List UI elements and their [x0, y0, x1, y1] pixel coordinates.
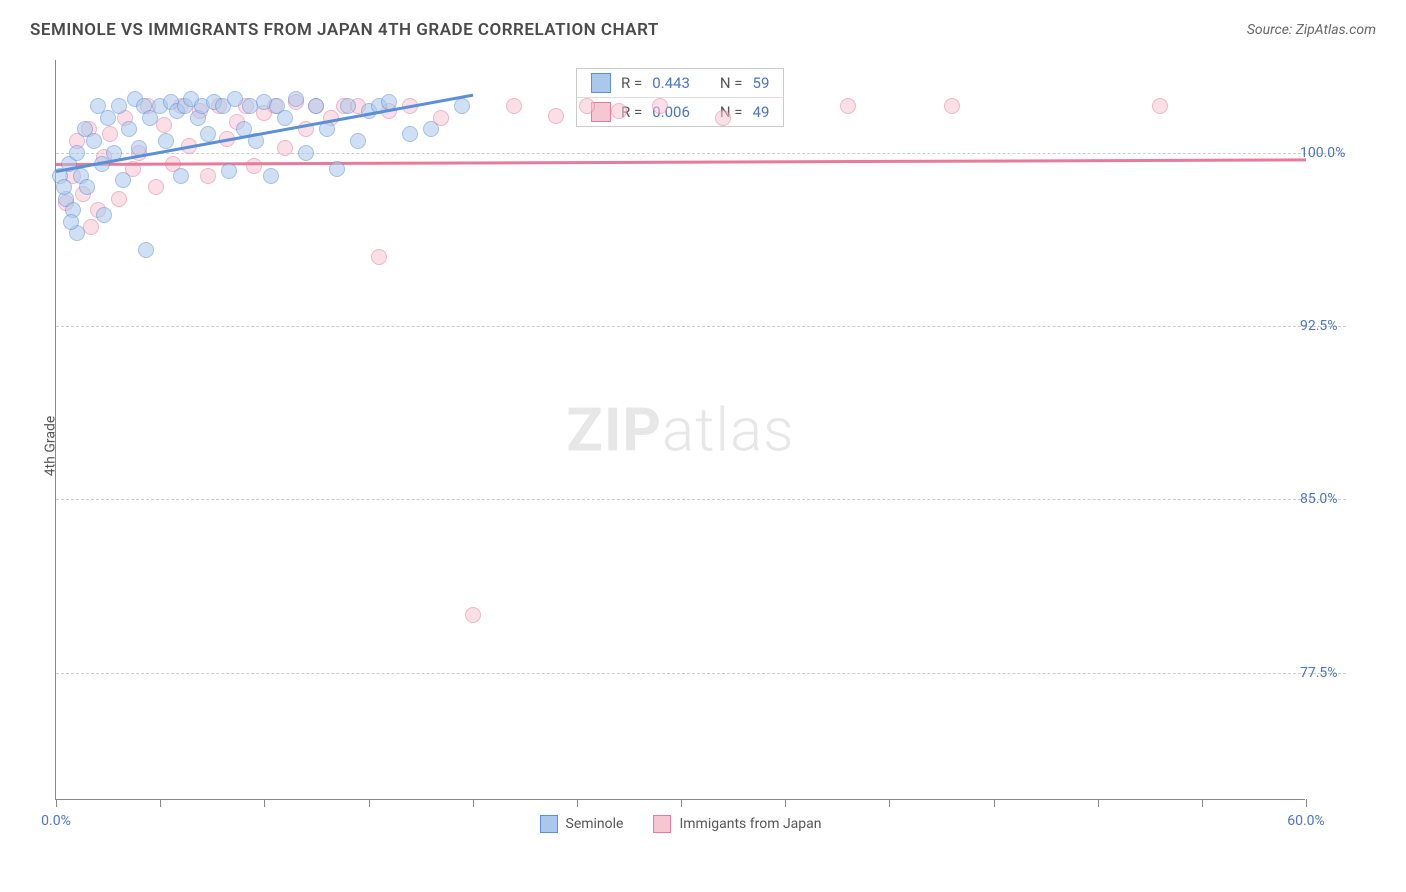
series1-point [277, 110, 293, 126]
gridline [56, 326, 1346, 327]
series2-point [148, 179, 164, 195]
x-tick [1202, 799, 1203, 807]
x-tick-label: 60.0% [1287, 813, 1325, 829]
legend-row: R =0.006N =49 [577, 98, 783, 126]
x-tick [681, 799, 682, 807]
legend-swatch [540, 815, 558, 833]
series1-point [340, 98, 356, 114]
legend-swatch [653, 815, 671, 833]
y-tick-label: 92.5% [1300, 318, 1355, 334]
x-tick [994, 799, 995, 807]
watermark: ZIPatlas [566, 394, 794, 465]
series2-point [200, 168, 216, 184]
legend-item: Immigants from Japan [653, 815, 821, 833]
series2-trendline [56, 158, 1306, 166]
series2-point [465, 607, 481, 623]
series1-point [111, 98, 127, 114]
correlation-legend: R = 0.443 N = 59 R =0.006N =49 [576, 68, 784, 127]
series1-point [56, 179, 72, 195]
source-attribution: Source: ZipAtlas.com [1247, 22, 1376, 38]
series1-point [115, 172, 131, 188]
series1-point [173, 168, 189, 184]
series1-point [454, 98, 470, 114]
series1-point [402, 126, 418, 142]
x-tick [264, 799, 265, 807]
series1-point [288, 91, 304, 107]
series1-point [79, 179, 95, 195]
chart-title: SEMINOLE VS IMMIGRANTS FROM JAPAN 4TH GR… [30, 20, 659, 40]
n-value: 59 [753, 74, 770, 92]
x-tick [577, 799, 578, 807]
x-tick [56, 799, 57, 807]
series2-point [83, 219, 99, 235]
x-tick [160, 799, 161, 807]
legend-row: R = 0.443 N = 59 [577, 69, 783, 98]
series1-point [298, 145, 314, 161]
gridline [56, 499, 1346, 500]
series1-point [227, 91, 243, 107]
x-tick [1306, 799, 1307, 807]
gridline [56, 153, 1346, 154]
plot-area: ZIPatlas R =0.443N =59R =0.006N =49 Semi… [55, 60, 1305, 800]
series1-point [158, 133, 174, 149]
series2-point [102, 126, 118, 142]
series2-point [548, 108, 564, 124]
legend-item: Seminole [540, 815, 624, 833]
series1-point [200, 126, 216, 142]
series1-point [263, 168, 279, 184]
x-tick [1098, 799, 1099, 807]
series2-point [1152, 98, 1168, 114]
x-tick [473, 799, 474, 807]
series2-point [715, 110, 731, 126]
series2-point [944, 98, 960, 114]
r-value: 0.443 [652, 74, 690, 92]
series1-point [221, 163, 237, 179]
series1-point [329, 161, 345, 177]
y-tick-label: 77.5% [1300, 665, 1355, 681]
series1-point [138, 242, 154, 258]
gridline [56, 673, 1346, 674]
series2-point [840, 98, 856, 114]
y-tick-label: 85.0% [1300, 491, 1355, 507]
n-label: N = [720, 74, 743, 92]
x-tick [889, 799, 890, 807]
n-value: 49 [753, 103, 770, 121]
series1-point [86, 133, 102, 149]
x-tick [369, 799, 370, 807]
series1-point [350, 133, 366, 149]
series1-point [96, 207, 112, 223]
series2-point [506, 98, 522, 114]
x-tick [785, 799, 786, 807]
series1-point [308, 98, 324, 114]
chart-container: ZIPatlas R =0.443N =59R =0.006N =49 Semi… [55, 60, 1345, 800]
series2-point [246, 158, 262, 174]
series1-point [121, 121, 137, 137]
series2-point [111, 191, 127, 207]
series1-point [63, 214, 79, 230]
legend-swatch [591, 73, 611, 93]
series1-point [69, 145, 85, 161]
series-legend: Seminole Immigants from Japan [540, 815, 822, 833]
series1-point [423, 121, 439, 137]
r-label: R = [621, 74, 642, 92]
series2-point [277, 140, 293, 156]
series2-point [579, 98, 595, 114]
legend-label: Immigants from Japan [679, 816, 821, 832]
series2-point [156, 117, 172, 133]
series2-point [611, 103, 627, 119]
x-tick-label: 0.0% [41, 813, 71, 829]
series2-point [652, 98, 668, 114]
legend-label: Seminole [566, 816, 624, 832]
series2-point [371, 249, 387, 265]
y-tick-label: 100.0% [1300, 145, 1355, 161]
